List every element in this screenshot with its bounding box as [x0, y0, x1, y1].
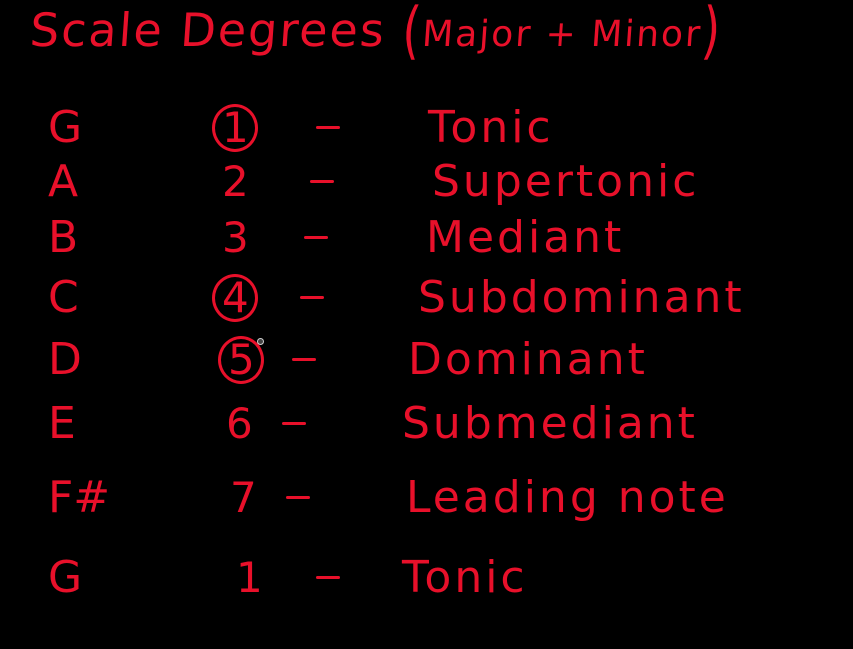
scale-row: G 1 Tonic: [0, 548, 853, 608]
title-close-paren: ): [699, 0, 725, 67]
dash-separator: [304, 236, 328, 239]
dash-separator: [300, 296, 324, 299]
dash-separator: [316, 126, 340, 129]
dash-separator: [292, 358, 316, 361]
scale-row: D 5 Dominant: [0, 330, 853, 390]
degree-name: Submediant: [402, 398, 698, 449]
degree-cell: 5: [216, 330, 272, 390]
degree-cell: 1: [210, 98, 266, 158]
scale-row: G 1 Tonic: [0, 98, 853, 158]
degree-number: 1: [236, 553, 263, 602]
degree-cell: 3: [210, 208, 266, 268]
degree-number: 7: [230, 473, 257, 522]
title-main: Scale Degrees: [28, 3, 388, 57]
dash-separator: [310, 180, 334, 183]
degree-number: 6: [226, 399, 253, 448]
note-letter: B: [48, 212, 79, 263]
note-letter: F#: [48, 472, 111, 523]
degree-name: Tonic: [402, 552, 528, 603]
note-letter: E: [48, 398, 76, 449]
degree-circle: [218, 336, 264, 384]
degree-number: 1: [222, 103, 249, 152]
degree-number: 5: [228, 335, 255, 384]
degree-cell: 6: [214, 394, 270, 454]
degree-name: Supertonic: [432, 156, 700, 207]
scale-row: E 6 Submediant: [0, 394, 853, 454]
title-open-paren: (: [400, 0, 426, 67]
pen-cursor: [257, 338, 264, 345]
degree-name: Tonic: [428, 102, 554, 153]
note-letter: C: [48, 272, 79, 323]
degree-name: Dominant: [408, 334, 648, 385]
degree-name: Subdominant: [418, 272, 745, 323]
degree-cell: 4: [210, 268, 266, 328]
dash-separator: [282, 422, 306, 425]
degree-circle: [212, 104, 258, 152]
degree-cell: 7: [218, 468, 274, 528]
note-letter: A: [48, 156, 79, 207]
degree-number: 3: [222, 213, 249, 262]
scale-row: F# 7 Leading note: [0, 468, 853, 528]
note-letter: D: [48, 334, 82, 385]
title-subtitle: Major + Minor: [420, 14, 704, 55]
page-title: Scale Degrees (Major + Minor): [28, 0, 724, 66]
degree-name: Mediant: [426, 212, 625, 263]
degree-cell: 2: [210, 152, 266, 212]
dash-separator: [316, 576, 340, 579]
scale-row: C 4 Subdominant: [0, 268, 853, 328]
degree-number: 4: [222, 273, 249, 322]
scale-row: B 3 Mediant: [0, 208, 853, 268]
degree-number: 2: [222, 157, 249, 206]
note-letter: G: [48, 102, 83, 153]
note-letter: G: [48, 552, 83, 603]
degree-circle: [212, 274, 258, 322]
degree-cell: 1: [224, 548, 280, 608]
dash-separator: [286, 496, 310, 499]
scale-row: A 2 Supertonic: [0, 152, 853, 212]
degree-name: Leading note: [406, 472, 729, 523]
